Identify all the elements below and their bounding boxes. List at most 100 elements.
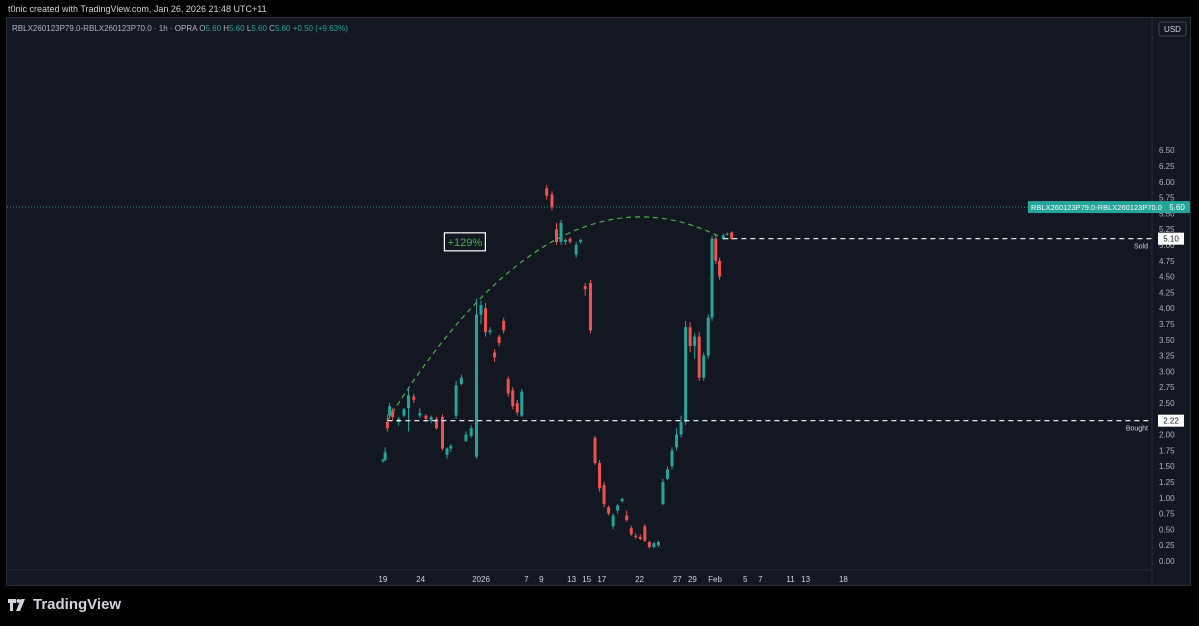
candle-body	[620, 499, 624, 501]
y-tick-label: 4.50	[1159, 273, 1175, 282]
candle-body	[607, 507, 611, 514]
x-tick-label: 24	[416, 575, 425, 584]
candle-body	[424, 415, 428, 419]
candle-body	[440, 416, 444, 449]
candle-body	[718, 260, 722, 277]
candle-body	[616, 505, 620, 511]
legend-l-label: L	[246, 24, 252, 33]
x-tick-label: 15	[582, 575, 591, 584]
y-tick-label: 6.00	[1159, 178, 1175, 187]
legend-low: 5.60	[251, 24, 267, 33]
chart-panel[interactable]: USD 0.00 0.25 0.50 0.75 1.00 1.25 1.50 1.75 2.00 2…	[6, 17, 1191, 586]
x-tick-label: 17	[597, 575, 606, 584]
attribution-text: t0nic created with TradingView.com, Jan …	[8, 4, 267, 14]
y-tick-label: 3.00	[1159, 367, 1175, 376]
y-tick-label: 6.25	[1159, 162, 1175, 171]
candle-body	[402, 409, 406, 416]
x-tick-label: 13	[567, 575, 576, 584]
y-tick-label: 5.00	[1159, 241, 1175, 250]
candle-body	[725, 233, 729, 235]
candle-body	[665, 469, 669, 479]
candle-body	[454, 385, 458, 416]
tradingview-logo-icon	[8, 598, 25, 611]
y-tick-label: 4.00	[1159, 304, 1175, 313]
candle-body	[479, 305, 483, 315]
gain-label-box	[443, 232, 486, 252]
x-tick-label: Feb	[708, 575, 722, 584]
candle-body	[661, 482, 665, 505]
y-tick-label: 3.50	[1159, 336, 1175, 345]
candle-body	[634, 535, 638, 537]
tradingview-brand[interactable]: TradingView	[8, 596, 121, 613]
candle-body	[474, 314, 478, 457]
candle-body	[638, 536, 642, 539]
x-tick-label: 18	[839, 575, 848, 584]
candle-body	[706, 317, 710, 356]
legend-close: 5.60	[274, 24, 291, 33]
y-tick-label: 4.75	[1159, 257, 1175, 266]
candle-body	[679, 421, 683, 435]
x-tick-label: 19	[378, 575, 387, 584]
candle-body	[574, 245, 578, 255]
y-tick-label: 0.50	[1159, 525, 1175, 534]
y-tick-label: 1.50	[1159, 462, 1175, 471]
y-tick-label: 5.75	[1159, 194, 1175, 203]
candle-body	[688, 327, 692, 347]
candle-body	[652, 543, 656, 548]
candle-body	[710, 238, 714, 318]
y-tick-label: 3.75	[1159, 320, 1175, 329]
legend-c-label: C	[269, 24, 275, 33]
annotation-price-label: 2.22	[1163, 417, 1179, 426]
candle-body	[721, 235, 725, 239]
candle-body	[675, 434, 679, 448]
candle-body	[702, 355, 706, 378]
candle-body	[579, 239, 583, 242]
candle-body	[381, 459, 385, 462]
annotation-price-label: 5.10	[1163, 235, 1179, 244]
last-price-symbol: RBLX260123P79.0-RBLX260123P70.0	[1031, 203, 1162, 212]
candle-body	[484, 308, 488, 333]
x-tick-label: 11	[786, 575, 795, 584]
x-tick-label: 9	[539, 575, 544, 584]
legend-symbol: RBLX260123P79.0-RBLX260123P70.0 · 1h · O…	[12, 24, 198, 33]
last-price-tag	[1028, 201, 1190, 214]
y-tick-label: 0.75	[1159, 510, 1175, 519]
candle-body	[684, 327, 688, 422]
price-chart[interactable]: USD 0.00 0.25 0.50 0.75 1.00 1.25 1.50 1.75 2.00 2…	[7, 18, 1191, 586]
candle-body	[693, 336, 697, 347]
x-tick-label: 29	[688, 575, 697, 584]
candle-body	[497, 336, 501, 343]
y-tick-label: 5.25	[1159, 225, 1175, 234]
candle-body	[385, 421, 389, 429]
annotation-price-box	[1158, 232, 1184, 245]
candle-body	[429, 416, 433, 421]
candle-body	[730, 232, 734, 239]
x-tick-label: 22	[635, 575, 644, 584]
candle-body	[464, 434, 468, 441]
candle-body	[418, 413, 422, 416]
candle-body	[520, 391, 524, 416]
x-tick-label: 7	[524, 575, 529, 584]
legend-high: 5.60	[229, 24, 245, 33]
candle-body	[714, 238, 718, 261]
currency-label: USD	[1164, 25, 1181, 34]
currency-box[interactable]	[1158, 21, 1187, 37]
candle-body	[493, 352, 497, 358]
candle-body	[515, 403, 519, 413]
candle-body	[412, 396, 416, 400]
annotation-label: Bought	[1126, 426, 1148, 433]
legend-o-label: O	[199, 24, 206, 33]
y-tick-label: 1.75	[1159, 446, 1175, 455]
legend-h-label: H	[223, 24, 230, 33]
y-tick-label: 5.50	[1159, 209, 1175, 218]
candle-body	[459, 377, 463, 385]
y-tick-label: 2.75	[1159, 383, 1175, 392]
legend-change: +0.50 (+9.63%)	[292, 24, 348, 33]
candle-body	[559, 222, 563, 242]
candle-body	[643, 526, 647, 541]
brand-name: TradingView	[33, 596, 122, 613]
candle-body	[383, 452, 387, 460]
y-tick-label: 2.00	[1159, 431, 1175, 440]
candle-body	[391, 410, 395, 417]
y-tick-label: 2.50	[1159, 399, 1175, 408]
